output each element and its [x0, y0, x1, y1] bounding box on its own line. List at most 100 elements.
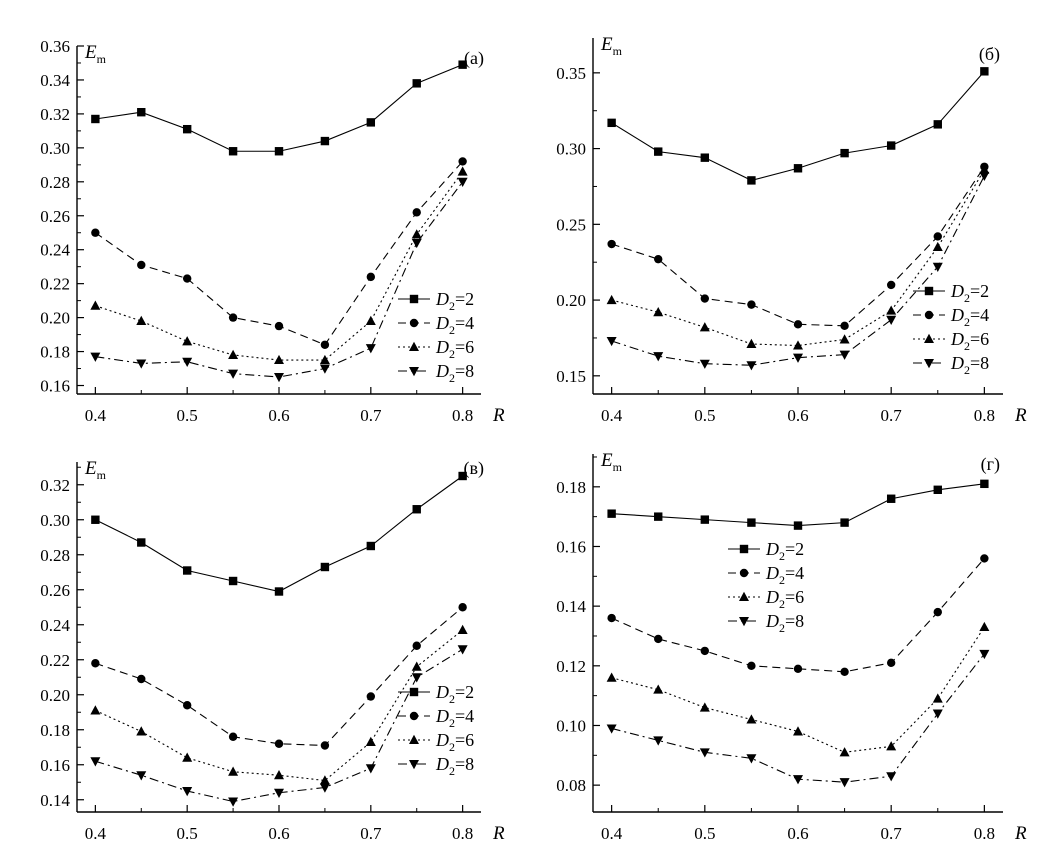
x-tick-label: 0.8	[974, 824, 995, 843]
y-tick-label: 0.25	[556, 215, 586, 234]
data-point	[366, 541, 376, 551]
data-point	[136, 771, 147, 781]
legend-label-value: =4	[970, 305, 989, 325]
y-axis-title: Em	[84, 42, 107, 66]
legend-entry: D2=4	[398, 313, 474, 337]
series-line	[95, 629, 463, 782]
series-1	[607, 67, 989, 185]
legend-label-value: =6	[455, 337, 474, 357]
y-tick-label: 0.26	[40, 581, 70, 600]
data-point	[274, 739, 284, 748]
data-point	[320, 741, 330, 750]
data-point	[606, 672, 617, 682]
legend-label: D2=2	[435, 289, 474, 313]
data-point	[886, 658, 896, 668]
data-point	[654, 147, 663, 156]
y-tick-label: 0.22	[40, 651, 70, 670]
data-point	[91, 515, 100, 524]
data-point	[747, 518, 756, 527]
x-axis-title: R	[492, 405, 505, 426]
legend-marker	[739, 591, 749, 601]
x-tick-label: 0.7	[360, 824, 382, 843]
y-axis-title: Em	[84, 458, 107, 482]
x-axis-title: R	[492, 823, 505, 844]
x-tick-label: 0.7	[360, 406, 382, 425]
y-axis-title: Em	[600, 450, 623, 474]
y-tick-label: 0.26	[40, 207, 70, 226]
legend-label-subscript: 2	[779, 549, 785, 563]
data-point	[182, 357, 193, 367]
legend-label-subscript: 2	[449, 716, 455, 730]
series-4	[606, 649, 990, 788]
series-line	[611, 483, 985, 527]
legend-label: D2=6	[765, 587, 804, 611]
legend-entry: D2=8	[728, 611, 804, 635]
x-tick-label: 0.8	[974, 406, 995, 425]
series-line	[611, 558, 985, 673]
y-tick-label: 0.28	[40, 173, 70, 192]
legend-marker	[924, 359, 934, 369]
x-tick-label: 0.5	[694, 824, 715, 843]
legend-label-main: D	[765, 611, 779, 631]
x-tick-label: 0.4	[601, 406, 623, 425]
legend-label-main: D	[435, 730, 449, 750]
data-point	[136, 726, 147, 736]
data-point	[932, 241, 943, 252]
data-point	[411, 661, 422, 671]
legend-label-main: D	[435, 706, 449, 726]
data-point	[793, 353, 803, 363]
data-point	[886, 494, 896, 503]
panel-label: (в)	[464, 458, 485, 479]
legend-label-value: =4	[455, 706, 474, 726]
legend-entry: D2=2	[398, 289, 474, 313]
legend-marker	[924, 310, 934, 320]
legend-label: D2=6	[950, 329, 989, 353]
data-point	[607, 509, 616, 518]
data-point	[699, 748, 710, 758]
legend-label-value: =2	[455, 289, 474, 309]
data-point	[366, 118, 376, 127]
legend-marker	[409, 318, 419, 328]
series-4	[606, 171, 990, 371]
data-point	[886, 772, 897, 782]
data-point	[320, 340, 330, 349]
legend-entry: D2=4	[728, 563, 804, 587]
x-axis-title: R	[1014, 823, 1027, 844]
data-point	[228, 147, 238, 156]
series-line	[95, 161, 464, 346]
data-point	[840, 321, 849, 331]
legend-label-value: =8	[785, 611, 804, 631]
series-line	[611, 70, 985, 181]
x-tick-label: 0.5	[694, 406, 715, 425]
data-point	[412, 79, 421, 88]
legend-label-subscript: 2	[779, 621, 785, 635]
series-4	[90, 177, 468, 383]
data-point	[319, 783, 330, 793]
data-point	[365, 764, 376, 774]
legend-marker	[409, 367, 419, 377]
data-point	[700, 646, 710, 656]
data-point	[136, 359, 147, 369]
data-point	[182, 274, 192, 283]
data-point	[746, 714, 757, 724]
data-point	[458, 60, 467, 69]
data-point	[274, 147, 284, 156]
series-line	[95, 171, 464, 361]
y-tick-label: 0.36	[40, 37, 70, 56]
data-point	[932, 262, 943, 272]
x-tick-label: 0.5	[177, 824, 198, 843]
series-2	[607, 554, 989, 676]
legend-label: D2=8	[435, 754, 474, 778]
chart-panel-1: 0.16 0.18 0.20 0.22 0.24 0.26 0.28 0.30 0.32 0.34…	[40, 37, 505, 426]
data-point	[839, 747, 850, 757]
legend-label-value: =4	[455, 313, 474, 333]
x-tick-label: 0.8	[452, 406, 473, 425]
data-point	[653, 306, 664, 317]
data-point	[886, 305, 897, 315]
data-point	[979, 171, 990, 182]
data-point	[411, 229, 422, 239]
data-point	[886, 141, 896, 150]
legend-entry: D2=6	[913, 329, 989, 353]
data-point	[746, 754, 757, 764]
data-point	[411, 238, 422, 249]
